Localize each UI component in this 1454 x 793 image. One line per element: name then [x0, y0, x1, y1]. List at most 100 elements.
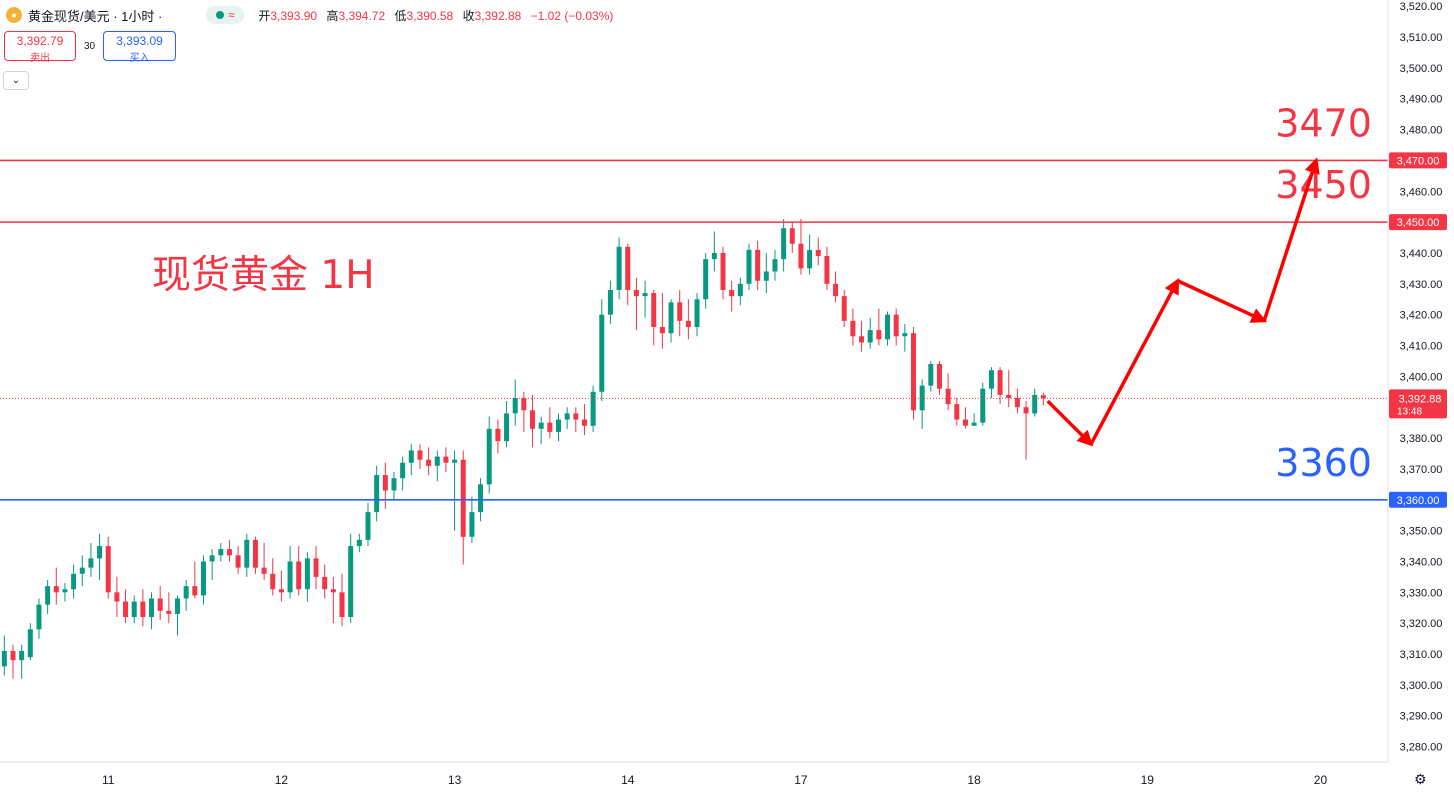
candle	[512, 379, 518, 426]
candle	[88, 542, 94, 577]
sell-button[interactable]: 3,392.79 卖出	[4, 31, 76, 64]
candle	[807, 234, 813, 275]
candle-body	[235, 555, 241, 568]
candle	[1014, 388, 1020, 414]
candle-body	[45, 586, 51, 605]
candle-body	[997, 370, 1003, 395]
open-value: 3,393.90	[270, 8, 318, 23]
candle	[304, 552, 310, 602]
candle-body	[374, 475, 380, 513]
candle	[27, 623, 33, 661]
forecast-arrow	[1176, 279, 1268, 323]
candle-body	[495, 428, 501, 442]
level-annotation: 3360	[1275, 441, 1372, 485]
collapse-button[interactable]: ⌄	[3, 71, 29, 90]
candle-body	[1014, 397, 1020, 408]
candle	[97, 533, 103, 580]
price-tick-label: 3,510.00	[1400, 32, 1443, 44]
price-tick-label: 3,300.00	[1400, 680, 1443, 692]
price-tick-label: 3,520.00	[1400, 1, 1443, 13]
candle	[330, 576, 336, 624]
candle	[123, 589, 129, 624]
candle	[192, 561, 198, 599]
candle	[19, 644, 25, 679]
price-tick-label: 3,370.00	[1400, 464, 1443, 476]
candle-body	[876, 330, 882, 340]
candle	[486, 416, 492, 494]
candle	[348, 533, 354, 624]
candle	[1040, 392, 1046, 406]
candle-body	[772, 259, 778, 272]
candle	[218, 542, 224, 562]
candle-body	[599, 314, 605, 392]
candle	[564, 407, 570, 429]
candle-body	[919, 385, 925, 411]
candle	[434, 450, 440, 482]
candle-body	[859, 336, 865, 343]
candle-body	[538, 422, 544, 429]
time-tick-label: 13	[448, 773, 462, 787]
candle	[252, 536, 258, 574]
candle	[131, 595, 137, 624]
candle	[616, 237, 622, 300]
candle	[711, 231, 717, 272]
candle-body	[443, 456, 449, 463]
low-value: 3,390.58	[406, 8, 454, 23]
buy-button[interactable]: 3,393.09 买入	[103, 31, 176, 64]
candle-body	[261, 567, 267, 574]
price-tick-label: 3,420.00	[1400, 310, 1443, 322]
candle-body	[798, 243, 804, 269]
candle	[365, 502, 371, 547]
time-tick-label: 11	[102, 773, 115, 787]
candle	[763, 252, 769, 294]
candle-body	[486, 428, 492, 485]
change-value: −1.02 (−0.03%)	[530, 8, 614, 23]
candle-body	[633, 289, 639, 297]
settings-gear-icon[interactable]: ⚙	[1414, 771, 1427, 787]
candle-body	[581, 419, 587, 426]
candle	[261, 542, 267, 580]
candle	[374, 465, 380, 522]
candle-body	[659, 327, 665, 334]
candle-body	[781, 228, 787, 260]
candle	[140, 589, 146, 627]
candle	[313, 546, 319, 590]
candle	[954, 397, 960, 426]
candle	[555, 413, 561, 442]
candle	[746, 243, 752, 290]
candle	[278, 570, 284, 602]
candle	[469, 496, 475, 543]
candle-body	[668, 302, 674, 334]
candle	[391, 472, 397, 500]
candle-body	[685, 320, 691, 328]
candle-body	[910, 333, 916, 411]
candle-body	[833, 283, 839, 297]
candle	[789, 222, 795, 253]
market-status[interactable]: ≈	[206, 6, 245, 24]
candle	[599, 299, 605, 402]
candle-body	[737, 283, 743, 297]
candle-body	[1023, 407, 1029, 414]
candle-body	[175, 598, 181, 614]
candle	[62, 583, 68, 602]
candle-body	[53, 586, 59, 593]
candle	[833, 271, 839, 303]
price-tick-label: 3,280.00	[1400, 742, 1443, 754]
candle	[547, 407, 553, 439]
close-value: 3,392.88	[474, 8, 522, 23]
candle-body	[218, 549, 224, 556]
candle-body	[504, 413, 510, 442]
chart-title: 现货黄金 1H	[152, 253, 375, 298]
price-tick-label: 3,460.00	[1400, 186, 1443, 198]
candles-layer	[1, 219, 1046, 679]
candle-body	[763, 271, 769, 281]
symbol-title[interactable]: 黄金现货/美元 · 1小时 ·	[28, 8, 163, 24]
candle	[1006, 370, 1012, 408]
candle	[902, 323, 908, 352]
candle	[980, 382, 986, 426]
candle	[876, 308, 882, 346]
candle-body	[36, 604, 42, 630]
high-value: 3,394.72	[338, 8, 386, 23]
price-tick-label: 3,400.00	[1400, 371, 1443, 383]
